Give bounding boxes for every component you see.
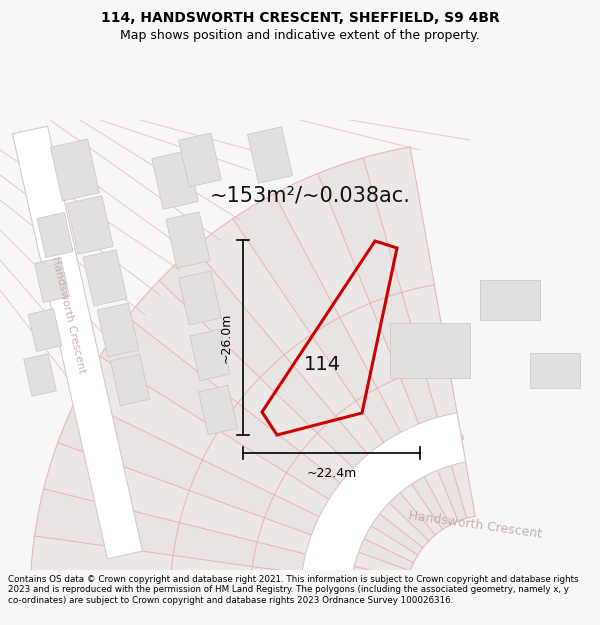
Polygon shape bbox=[128, 281, 429, 548]
Polygon shape bbox=[179, 133, 221, 187]
Polygon shape bbox=[530, 352, 580, 388]
Polygon shape bbox=[44, 442, 410, 579]
Polygon shape bbox=[34, 489, 407, 588]
Polygon shape bbox=[110, 354, 149, 406]
Polygon shape bbox=[301, 413, 466, 588]
Polygon shape bbox=[37, 213, 73, 258]
Polygon shape bbox=[77, 356, 418, 562]
Text: 114: 114 bbox=[304, 356, 341, 374]
Polygon shape bbox=[190, 329, 230, 381]
Text: ~153m²/~0.038ac.: ~153m²/~0.038ac. bbox=[209, 185, 410, 205]
Polygon shape bbox=[233, 194, 450, 529]
Polygon shape bbox=[28, 309, 62, 351]
Polygon shape bbox=[152, 151, 198, 209]
Polygon shape bbox=[480, 280, 540, 320]
Polygon shape bbox=[100, 317, 423, 555]
Polygon shape bbox=[247, 127, 293, 183]
Polygon shape bbox=[194, 219, 442, 535]
Text: Map shows position and indicative extent of the property.: Map shows position and indicative extent… bbox=[120, 29, 480, 42]
Polygon shape bbox=[34, 258, 70, 302]
Text: 114, HANDSWORTH CRESCENT, SHEFFIELD, S9 4BR: 114, HANDSWORTH CRESCENT, SHEFFIELD, S9 … bbox=[101, 11, 499, 25]
Text: ~22.4m: ~22.4m bbox=[307, 467, 356, 480]
Polygon shape bbox=[179, 271, 221, 325]
Polygon shape bbox=[97, 303, 139, 357]
Polygon shape bbox=[390, 322, 470, 378]
Polygon shape bbox=[13, 126, 143, 559]
Polygon shape bbox=[83, 250, 127, 306]
Text: Handsworth Crescent: Handsworth Crescent bbox=[407, 509, 542, 541]
Polygon shape bbox=[23, 354, 56, 396]
Polygon shape bbox=[58, 398, 413, 571]
Polygon shape bbox=[274, 174, 458, 525]
Polygon shape bbox=[166, 212, 210, 268]
Text: ~26.0m: ~26.0m bbox=[220, 312, 233, 362]
Polygon shape bbox=[67, 196, 113, 254]
Polygon shape bbox=[317, 158, 467, 521]
Polygon shape bbox=[199, 385, 238, 435]
Text: Contains OS data © Crown copyright and database right 2021. This information is : Contains OS data © Crown copyright and d… bbox=[8, 575, 578, 605]
Polygon shape bbox=[363, 147, 475, 518]
Polygon shape bbox=[30, 536, 406, 597]
Text: Handsworth Crescent: Handsworth Crescent bbox=[50, 256, 86, 374]
Polygon shape bbox=[159, 248, 436, 541]
Polygon shape bbox=[50, 139, 100, 201]
